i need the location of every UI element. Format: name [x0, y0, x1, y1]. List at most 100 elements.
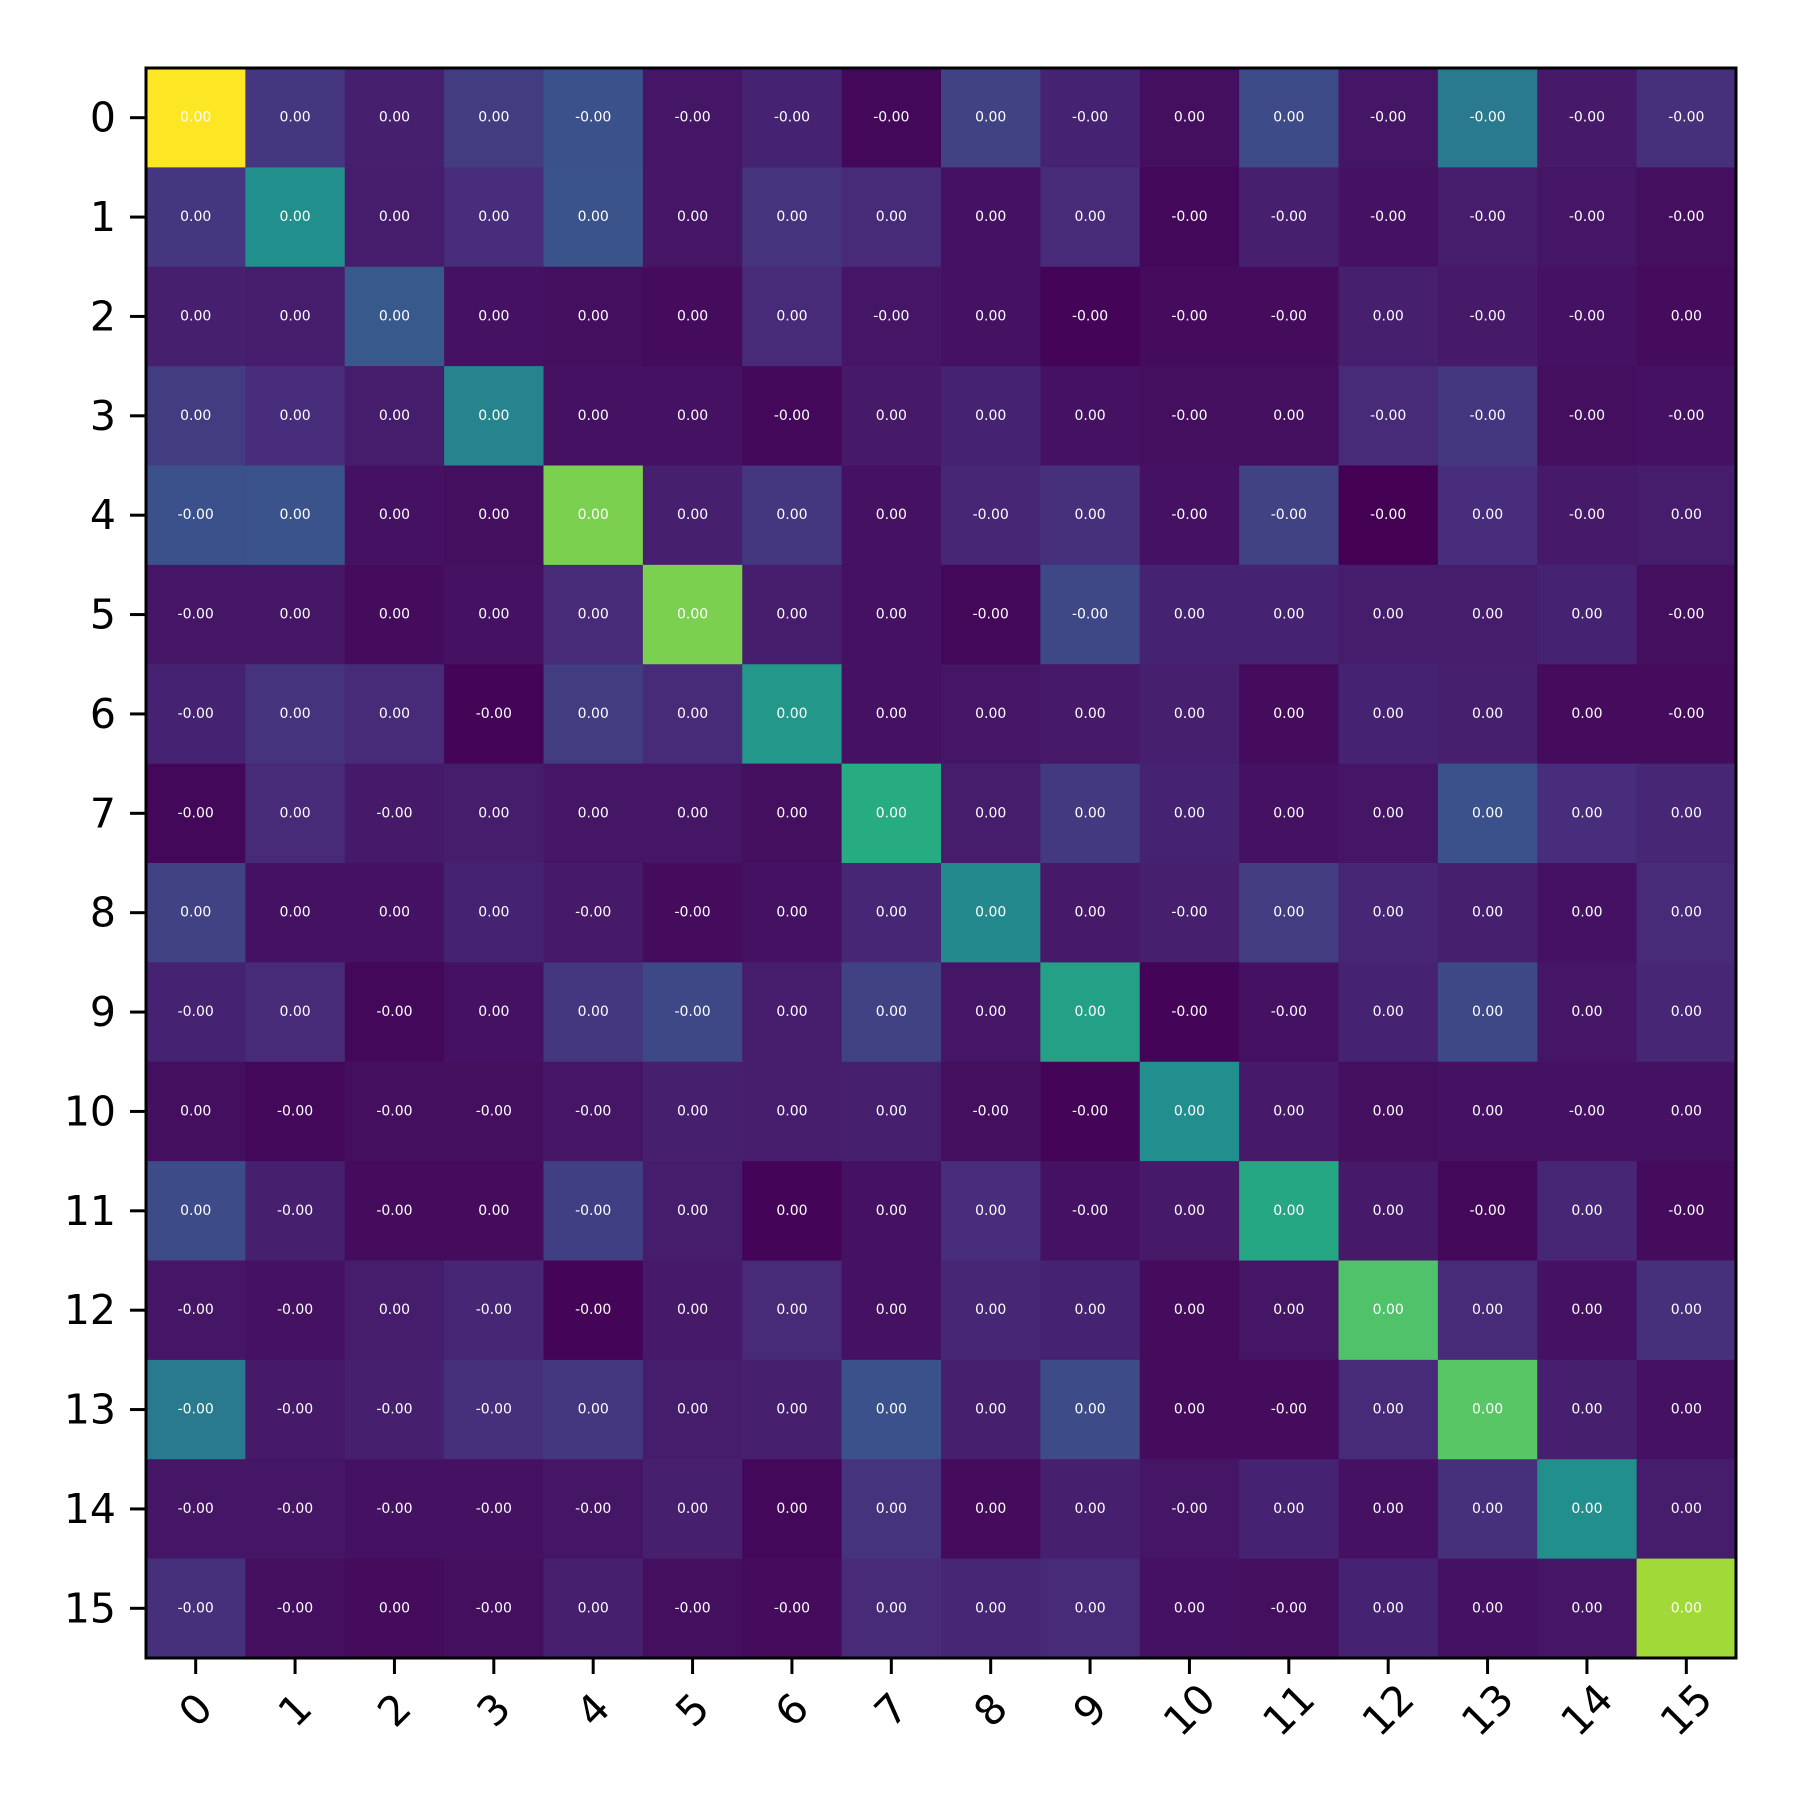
cell-value-label: -0.00 — [1469, 308, 1505, 324]
heatmap-cell — [245, 564, 346, 665]
cell-value-label: -0.00 — [1171, 1501, 1207, 1517]
cell-value-label: 0.00 — [975, 1004, 1006, 1020]
heatmap-cell — [1040, 962, 1141, 1063]
heatmap-cell — [543, 167, 644, 268]
cell-value-label: -0.00 — [774, 110, 810, 126]
cell-value-label: 0.00 — [1472, 607, 1503, 623]
cell-value-label: 0.00 — [578, 805, 609, 821]
heatmap-cell — [344, 564, 445, 665]
heatmap-cell — [444, 68, 544, 168]
heatmap-cell — [941, 763, 1041, 864]
heatmap-cell — [344, 68, 445, 168]
heatmap-cell — [941, 266, 1041, 367]
heatmap-cell — [1338, 664, 1439, 765]
cell-value-label: 0.00 — [478, 607, 509, 623]
cell-value-label: -0.00 — [178, 706, 214, 722]
heatmap-cell — [642, 1161, 743, 1261]
heatmap-cell — [344, 1161, 445, 1261]
heatmap-cell — [941, 1558, 1041, 1659]
cell-value-label: 0.00 — [975, 408, 1006, 424]
cell-value-label: -0.00 — [774, 408, 810, 424]
cell-value-label: -0.00 — [1370, 507, 1406, 523]
cell-value-label: -0.00 — [1668, 1203, 1704, 1219]
heatmap-cell — [642, 68, 743, 168]
heatmap-cells — [146, 68, 1737, 1659]
heatmap-cell — [1139, 68, 1240, 168]
heatmap-cell — [1040, 1061, 1141, 1162]
heatmap-cell — [1338, 1061, 1439, 1162]
cell-value-label: 0.00 — [1174, 1402, 1205, 1418]
cell-value-label: 0.00 — [776, 1004, 807, 1020]
cell-value-label: 0.00 — [975, 1203, 1006, 1219]
y-tick-label: 8 — [90, 889, 116, 937]
cell-value-label: -0.00 — [178, 1402, 214, 1418]
heatmap-cell — [1537, 564, 1638, 665]
cell-value-label: 0.00 — [279, 110, 310, 126]
cell-value-label: 0.00 — [975, 209, 1006, 225]
heatmap-cell — [1437, 167, 1538, 268]
cell-value-label: -0.00 — [575, 1302, 611, 1318]
cell-value-label: 0.00 — [776, 905, 807, 921]
cell-value-label: 0.00 — [1074, 805, 1105, 821]
cell-value-label: 0.00 — [478, 408, 509, 424]
heatmap-cell — [742, 1161, 843, 1261]
cell-value-label: 0.00 — [478, 1203, 509, 1219]
heatmap-cell — [841, 763, 942, 864]
cell-value-label: -0.00 — [1271, 209, 1307, 225]
cell-value-label: 0.00 — [279, 1004, 310, 1020]
heatmap-cell — [146, 68, 246, 168]
heatmap-cell — [1636, 564, 1737, 665]
heatmap-cell — [1537, 664, 1638, 765]
heatmap-cell — [941, 1359, 1041, 1460]
heatmap-cell — [1338, 68, 1439, 168]
heatmap-cell — [1537, 266, 1638, 367]
heatmap-cell — [742, 266, 843, 367]
cell-value-label: 0.00 — [1074, 1600, 1105, 1616]
cell-value-label: -0.00 — [277, 1402, 313, 1418]
cell-value-label: 0.00 — [677, 1302, 708, 1318]
heatmap-cell — [642, 1459, 743, 1560]
heatmap-cell — [543, 465, 644, 566]
cell-value-label: 0.00 — [279, 209, 310, 225]
cell-value-label: 0.00 — [379, 507, 410, 523]
heatmap-cell — [444, 1061, 544, 1162]
heatmap-cell — [1239, 1260, 1339, 1361]
cell-value-label: 0.00 — [1571, 1501, 1602, 1517]
heatmap-cell — [344, 366, 445, 466]
cell-value-label: 0.00 — [1074, 1402, 1105, 1418]
cell-value-label: 0.00 — [876, 805, 907, 821]
cell-value-label: 0.00 — [1671, 805, 1702, 821]
cell-value-label: 0.00 — [776, 1501, 807, 1517]
x-tick-label: 8 — [964, 1684, 1016, 1736]
heatmap-cell — [1040, 564, 1141, 665]
cell-value-label: 0.00 — [1174, 706, 1205, 722]
heatmap-cell — [1437, 1359, 1538, 1460]
cell-value-label: 0.00 — [1472, 1501, 1503, 1517]
cell-value-label: 0.00 — [1373, 805, 1404, 821]
cell-value-label: 0.00 — [1373, 1501, 1404, 1517]
cell-value-label: 0.00 — [776, 1402, 807, 1418]
cell-value-label: -0.00 — [376, 1402, 412, 1418]
heatmap-cell — [245, 962, 346, 1063]
cell-value-label: 0.00 — [975, 308, 1006, 324]
cell-value-label: 0.00 — [677, 706, 708, 722]
heatmap-cell — [543, 664, 644, 765]
cell-value-label: -0.00 — [178, 1004, 214, 1020]
heatmap-cell — [146, 465, 246, 566]
heatmap-cell — [1338, 1260, 1439, 1361]
heatmap-cell — [245, 266, 346, 367]
heatmap-cell — [1338, 962, 1439, 1063]
heatmap-cell — [344, 664, 445, 765]
heatmap-cell — [1437, 1459, 1538, 1560]
cell-value-label: -0.00 — [674, 1004, 710, 1020]
cell-value-label: 0.00 — [975, 1600, 1006, 1616]
heatmap-cell — [1139, 465, 1240, 566]
heatmap-cell — [543, 1260, 644, 1361]
cell-value-label: -0.00 — [1668, 706, 1704, 722]
cell-value-label: 0.00 — [1472, 1302, 1503, 1318]
heatmap-cell — [1239, 564, 1339, 665]
cell-value-label: 0.00 — [1373, 1600, 1404, 1616]
cell-value-label: -0.00 — [674, 1600, 710, 1616]
heatmap-cell — [146, 664, 246, 765]
heatmap-cell — [1239, 465, 1339, 566]
